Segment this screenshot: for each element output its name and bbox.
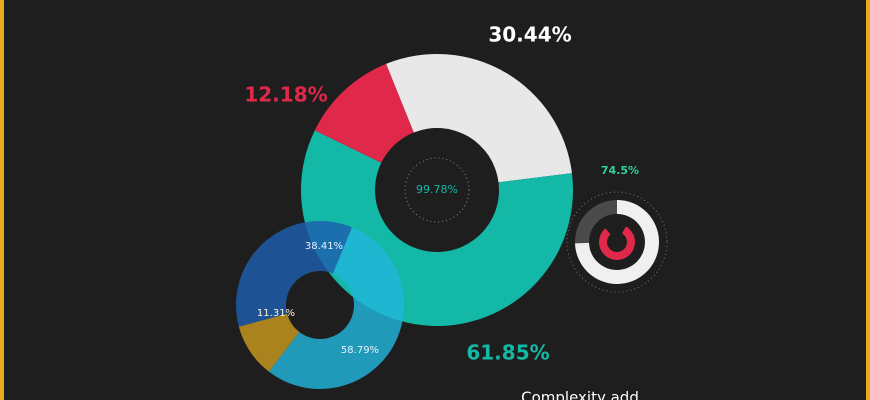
frame-right — [866, 0, 870, 400]
gauge-label: 74.5% — [601, 164, 639, 177]
segment-label: 38.41% — [305, 241, 343, 252]
donut-segment — [268, 227, 405, 389]
donut-segment — [238, 313, 300, 372]
caption: Complexity add — [521, 389, 639, 400]
donut-segment — [236, 221, 353, 327]
frame-left — [0, 0, 4, 400]
segment-label: 30.44% — [488, 23, 571, 47]
gauge-arc — [575, 200, 660, 284]
gauge-inner — [598, 226, 635, 261]
segment-label: 12.18% — [244, 83, 327, 107]
segment-label: 61.85% — [466, 341, 549, 365]
segment-label: 58.79% — [341, 345, 379, 356]
gauge-dotted-ring — [566, 191, 668, 293]
donut-segment — [314, 63, 414, 163]
center-ring — [404, 157, 470, 223]
center-label: 99.78% — [416, 183, 458, 196]
donut-segment — [386, 53, 572, 183]
segment-label: 11.31% — [257, 308, 295, 319]
